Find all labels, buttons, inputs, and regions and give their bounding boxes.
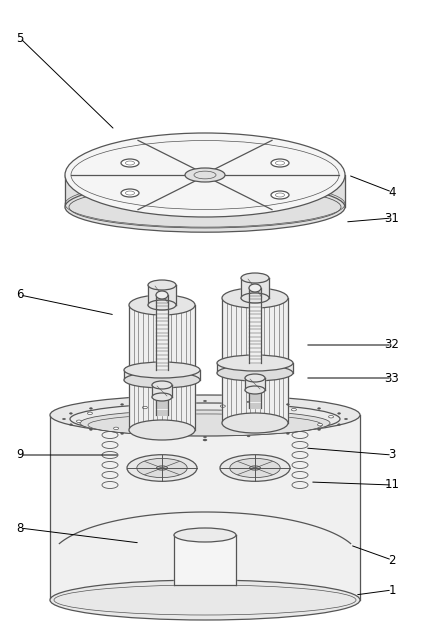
Ellipse shape [127, 454, 197, 481]
Ellipse shape [121, 433, 124, 434]
Ellipse shape [337, 413, 340, 414]
Polygon shape [50, 415, 360, 600]
Ellipse shape [142, 406, 147, 409]
Ellipse shape [317, 423, 323, 426]
Ellipse shape [249, 387, 261, 393]
Polygon shape [156, 397, 168, 415]
Text: 31: 31 [385, 211, 399, 225]
Ellipse shape [88, 412, 93, 415]
Polygon shape [129, 305, 195, 430]
Polygon shape [245, 378, 265, 390]
Ellipse shape [217, 365, 293, 381]
Ellipse shape [185, 168, 225, 182]
Polygon shape [222, 298, 288, 423]
Text: 8: 8 [16, 522, 24, 534]
Ellipse shape [247, 436, 250, 437]
Ellipse shape [148, 280, 176, 290]
Text: 11: 11 [385, 479, 399, 491]
Text: 4: 4 [388, 185, 396, 199]
Ellipse shape [241, 273, 269, 283]
Ellipse shape [152, 393, 172, 401]
Ellipse shape [129, 295, 195, 315]
Ellipse shape [65, 133, 345, 217]
Ellipse shape [152, 381, 172, 389]
Text: 5: 5 [16, 32, 24, 44]
Ellipse shape [241, 293, 269, 303]
Ellipse shape [247, 401, 250, 403]
Text: 2: 2 [388, 553, 396, 567]
Ellipse shape [245, 374, 265, 382]
Polygon shape [148, 285, 176, 305]
Polygon shape [152, 385, 172, 397]
Ellipse shape [89, 429, 92, 430]
Ellipse shape [222, 413, 288, 433]
Ellipse shape [50, 395, 360, 435]
Polygon shape [249, 390, 261, 408]
Text: 9: 9 [16, 449, 24, 461]
Ellipse shape [286, 404, 289, 405]
Ellipse shape [317, 429, 320, 430]
Ellipse shape [271, 159, 289, 167]
Ellipse shape [124, 362, 200, 378]
Ellipse shape [69, 413, 72, 414]
Ellipse shape [185, 430, 190, 433]
Ellipse shape [249, 466, 261, 470]
Ellipse shape [345, 418, 348, 420]
Polygon shape [241, 278, 269, 298]
Ellipse shape [230, 458, 280, 477]
Text: 32: 32 [385, 339, 399, 351]
Ellipse shape [263, 429, 268, 432]
Polygon shape [124, 370, 200, 380]
Ellipse shape [249, 284, 261, 292]
Ellipse shape [292, 408, 296, 411]
Ellipse shape [113, 427, 119, 430]
Ellipse shape [148, 300, 176, 310]
Ellipse shape [174, 528, 236, 542]
Text: 6: 6 [16, 289, 24, 301]
Text: 3: 3 [388, 449, 396, 461]
Ellipse shape [121, 189, 139, 197]
Ellipse shape [156, 291, 168, 299]
Polygon shape [156, 295, 168, 370]
Polygon shape [249, 288, 261, 363]
Ellipse shape [329, 415, 334, 418]
Ellipse shape [76, 420, 82, 422]
Ellipse shape [317, 408, 320, 409]
Polygon shape [217, 363, 293, 373]
Ellipse shape [220, 405, 225, 407]
Ellipse shape [62, 418, 65, 420]
Ellipse shape [89, 408, 92, 409]
Polygon shape [174, 535, 236, 585]
Ellipse shape [204, 436, 207, 438]
Ellipse shape [160, 401, 163, 403]
Ellipse shape [286, 433, 289, 434]
Ellipse shape [222, 288, 288, 308]
Ellipse shape [220, 454, 290, 481]
Ellipse shape [121, 404, 124, 405]
Ellipse shape [203, 439, 207, 441]
Ellipse shape [80, 410, 330, 436]
Ellipse shape [271, 191, 289, 199]
Ellipse shape [121, 159, 139, 167]
Text: 33: 33 [385, 372, 399, 384]
Ellipse shape [124, 372, 200, 388]
Ellipse shape [204, 400, 207, 402]
Ellipse shape [160, 436, 163, 437]
Ellipse shape [69, 423, 72, 425]
Text: 1: 1 [388, 584, 396, 596]
Ellipse shape [156, 466, 167, 470]
Ellipse shape [156, 394, 168, 400]
Polygon shape [65, 175, 345, 207]
Ellipse shape [70, 403, 340, 435]
Ellipse shape [129, 420, 195, 440]
Ellipse shape [50, 580, 360, 620]
Ellipse shape [217, 355, 293, 371]
Ellipse shape [65, 182, 345, 232]
Ellipse shape [137, 458, 187, 477]
Ellipse shape [337, 423, 340, 425]
Ellipse shape [245, 386, 265, 394]
